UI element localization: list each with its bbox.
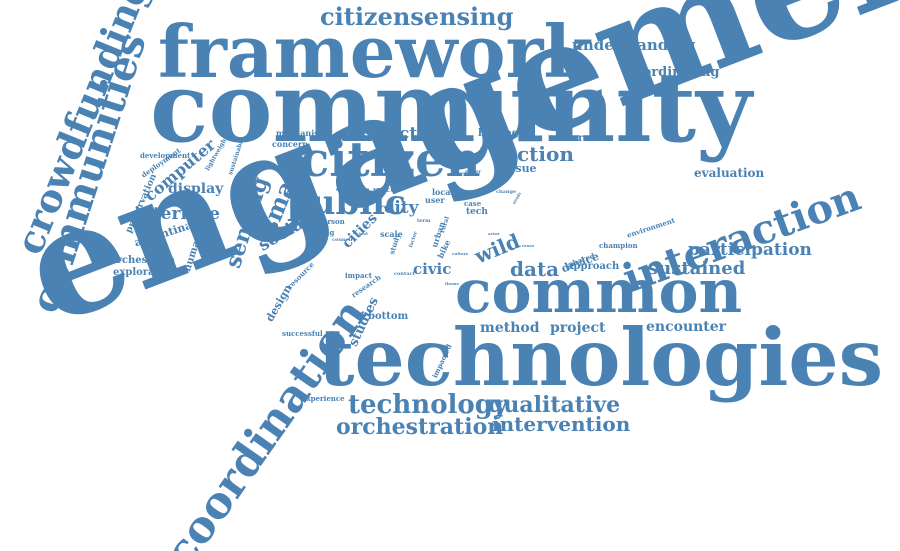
word-activism: activism <box>388 124 468 144</box>
word-space: space <box>373 185 396 194</box>
word-environment: environment <box>625 215 676 240</box>
word-heritage: heritage <box>478 128 526 139</box>
word-technology: technology <box>348 390 509 420</box>
word-exploration: exploration <box>113 267 177 278</box>
word-actor: actor <box>488 231 500 236</box>
word-present: present <box>480 146 502 152</box>
word-qualitative: qualitative <box>488 392 621 418</box>
word-level: level <box>378 204 392 210</box>
word-understanding: understanding <box>572 36 696 54</box>
word-theme: theme <box>445 281 460 286</box>
word-action: action <box>504 142 574 166</box>
word-tech: tech <box>466 207 488 217</box>
word-development: development <box>140 151 191 160</box>
word-local: local <box>432 187 454 197</box>
word-town: town <box>451 171 468 178</box>
word-case: case <box>464 199 482 208</box>
word-paper: paper <box>465 169 482 175</box>
word-orchestration: orchestration <box>336 414 504 440</box>
word-factor: factor <box>408 230 419 249</box>
word-person: person <box>318 217 345 226</box>
word-technologies: technologies <box>318 311 884 404</box>
word-mechanism: mechanism <box>276 128 328 138</box>
word-evaluation: evaluation <box>694 166 765 180</box>
word-leaving: leaving <box>306 228 335 237</box>
word-approach: approach <box>567 261 620 272</box>
word-successful: successful <box>282 329 323 338</box>
word-tool: tool <box>359 231 368 236</box>
word-bottom: bottom <box>368 311 409 322</box>
word-sustained: sustained <box>648 258 746 279</box>
word-change: change <box>496 189 517 195</box>
word-impact: impact <box>345 271 372 280</box>
word-intervention: intervention <box>492 412 631 436</box>
word-council: council <box>332 237 353 243</box>
word-experience: experience <box>302 394 345 403</box>
word-common: common <box>455 257 743 327</box>
word-city: city <box>384 198 419 218</box>
word-researcher: researcher <box>548 133 609 144</box>
word-project: project <box>550 320 606 336</box>
word-civic: civic <box>413 260 452 278</box>
word-champion: champion <box>599 241 638 250</box>
word-user: user <box>425 195 445 205</box>
word-method: method <box>480 320 540 336</box>
word-term: term <box>417 218 431 224</box>
word-concern: concern <box>272 139 309 149</box>
word-framework: framework <box>158 9 594 94</box>
word-encounter: encounter <box>646 319 727 335</box>
word-data: data <box>510 257 560 281</box>
word-interface: interface <box>134 204 220 224</box>
word-contact: contact <box>394 271 415 277</box>
word-citizen: citizen <box>300 132 481 188</box>
word-scale: scale <box>380 229 403 239</box>
word-citizensensing: citizensensing <box>320 2 514 31</box>
word-coordinating: coordinating <box>626 65 720 80</box>
word-culture: culture <box>452 251 469 256</box>
word-issue: issue <box>505 162 537 175</box>
word-orchestrate: orchestrate <box>110 255 175 266</box>
word-reuse: reuse <box>522 243 535 248</box>
word-display: display <box>168 181 224 197</box>
word-public: public <box>287 183 406 223</box>
word-participation: participation <box>688 240 812 260</box>
word-community: community <box>150 51 752 164</box>
